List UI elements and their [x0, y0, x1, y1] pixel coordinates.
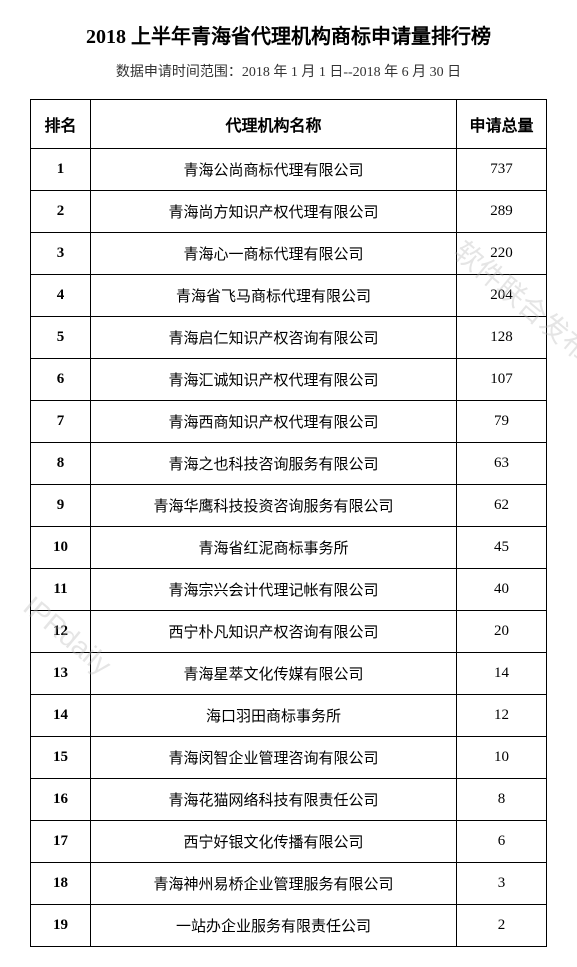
table-row: 18青海神州易桥企业管理服务有限公司3 — [31, 863, 547, 905]
count-cell: 289 — [457, 191, 547, 233]
table-row: 13青海星萃文化传媒有限公司14 — [31, 653, 547, 695]
agency-name-cell: 青海闵智企业管理咨询有限公司 — [91, 737, 457, 779]
rank-cell: 3 — [31, 233, 91, 275]
agency-name-cell: 青海之也科技咨询服务有限公司 — [91, 443, 457, 485]
count-cell: 12 — [457, 695, 547, 737]
table-header-row: 排名 代理机构名称 申请总量 — [31, 100, 547, 149]
table-row: 17西宁好银文化传播有限公司6 — [31, 821, 547, 863]
count-cell: 737 — [457, 149, 547, 191]
count-cell: 6 — [457, 821, 547, 863]
table-row: 9青海华鹰科技投资咨询服务有限公司62 — [31, 485, 547, 527]
agency-name-cell: 青海省红泥商标事务所 — [91, 527, 457, 569]
date-range: 数据申请时间范围：2018 年 1 月 1 日--2018 年 6 月 30 日 — [30, 61, 547, 81]
agency-name-cell: 青海花猫网络科技有限责任公司 — [91, 779, 457, 821]
table-row: 19一站办企业服务有限责任公司2 — [31, 905, 547, 947]
count-cell: 14 — [457, 653, 547, 695]
count-cell: 40 — [457, 569, 547, 611]
agency-name-cell: 青海启仁知识产权咨询有限公司 — [91, 317, 457, 359]
rank-cell: 7 — [31, 401, 91, 443]
table-row: 7青海西商知识产权代理有限公司79 — [31, 401, 547, 443]
rank-cell: 1 — [31, 149, 91, 191]
table-row: 2青海尚方知识产权代理有限公司289 — [31, 191, 547, 233]
table-row: 3青海心一商标代理有限公司220 — [31, 233, 547, 275]
rank-cell: 9 — [31, 485, 91, 527]
header-name: 代理机构名称 — [91, 100, 457, 149]
agency-name-cell: 海口羽田商标事务所 — [91, 695, 457, 737]
count-cell: 128 — [457, 317, 547, 359]
rank-cell: 19 — [31, 905, 91, 947]
header-rank: 排名 — [31, 100, 91, 149]
rank-cell: 4 — [31, 275, 91, 317]
rank-cell: 10 — [31, 527, 91, 569]
table-row: 6青海汇诚知识产权代理有限公司107 — [31, 359, 547, 401]
rank-cell: 5 — [31, 317, 91, 359]
table-row: 10青海省红泥商标事务所45 — [31, 527, 547, 569]
count-cell: 79 — [457, 401, 547, 443]
rank-cell: 13 — [31, 653, 91, 695]
table-row: 11青海宗兴会计代理记帐有限公司40 — [31, 569, 547, 611]
table-row: 12西宁朴凡知识产权咨询有限公司20 — [31, 611, 547, 653]
count-cell: 63 — [457, 443, 547, 485]
table-row: 8青海之也科技咨询服务有限公司63 — [31, 443, 547, 485]
rank-cell: 6 — [31, 359, 91, 401]
count-cell: 10 — [457, 737, 547, 779]
count-cell: 220 — [457, 233, 547, 275]
rank-cell: 15 — [31, 737, 91, 779]
count-cell: 20 — [457, 611, 547, 653]
agency-name-cell: 青海汇诚知识产权代理有限公司 — [91, 359, 457, 401]
agency-name-cell: 西宁朴凡知识产权咨询有限公司 — [91, 611, 457, 653]
rank-cell: 16 — [31, 779, 91, 821]
rank-cell: 2 — [31, 191, 91, 233]
agency-name-cell: 青海西商知识产权代理有限公司 — [91, 401, 457, 443]
rank-cell: 8 — [31, 443, 91, 485]
agency-name-cell: 一站办企业服务有限责任公司 — [91, 905, 457, 947]
ranking-table: 排名 代理机构名称 申请总量 1青海公尚商标代理有限公司7372青海尚方知识产权… — [30, 99, 547, 947]
table-row: 4青海省飞马商标代理有限公司204 — [31, 275, 547, 317]
agency-name-cell: 青海星萃文化传媒有限公司 — [91, 653, 457, 695]
agency-name-cell: 青海公尚商标代理有限公司 — [91, 149, 457, 191]
page-title: 2018 上半年青海省代理机构商标申请量排行榜 — [30, 20, 547, 49]
count-cell: 3 — [457, 863, 547, 905]
count-cell: 45 — [457, 527, 547, 569]
count-cell: 2 — [457, 905, 547, 947]
rank-cell: 11 — [31, 569, 91, 611]
agency-name-cell: 青海省飞马商标代理有限公司 — [91, 275, 457, 317]
table-row: 5青海启仁知识产权咨询有限公司128 — [31, 317, 547, 359]
agency-name-cell: 青海心一商标代理有限公司 — [91, 233, 457, 275]
count-cell: 107 — [457, 359, 547, 401]
rank-cell: 18 — [31, 863, 91, 905]
rank-cell: 12 — [31, 611, 91, 653]
agency-name-cell: 青海宗兴会计代理记帐有限公司 — [91, 569, 457, 611]
header-count: 申请总量 — [457, 100, 547, 149]
table-row: 16青海花猫网络科技有限责任公司8 — [31, 779, 547, 821]
count-cell: 204 — [457, 275, 547, 317]
table-row: 15青海闵智企业管理咨询有限公司10 — [31, 737, 547, 779]
count-cell: 62 — [457, 485, 547, 527]
agency-name-cell: 青海尚方知识产权代理有限公司 — [91, 191, 457, 233]
rank-cell: 17 — [31, 821, 91, 863]
agency-name-cell: 西宁好银文化传播有限公司 — [91, 821, 457, 863]
agency-name-cell: 青海神州易桥企业管理服务有限公司 — [91, 863, 457, 905]
table-row: 1青海公尚商标代理有限公司737 — [31, 149, 547, 191]
rank-cell: 14 — [31, 695, 91, 737]
table-row: 14海口羽田商标事务所12 — [31, 695, 547, 737]
agency-name-cell: 青海华鹰科技投资咨询服务有限公司 — [91, 485, 457, 527]
count-cell: 8 — [457, 779, 547, 821]
